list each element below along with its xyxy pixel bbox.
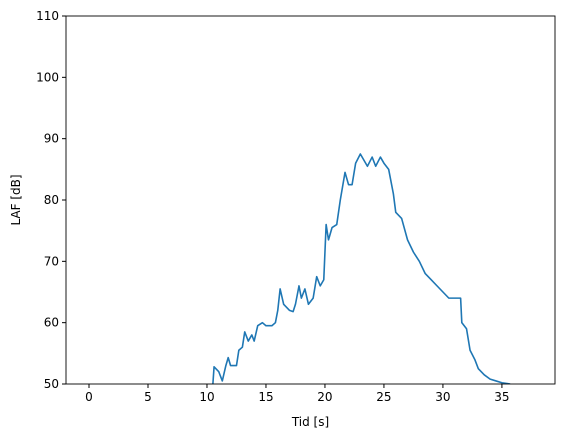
y-tick-label: 100 bbox=[36, 70, 59, 84]
x-tick-label: 5 bbox=[144, 390, 152, 404]
x-tick-label: 0 bbox=[85, 390, 93, 404]
x-axis-label: Tid [s] bbox=[291, 415, 329, 429]
plot-area bbox=[66, 16, 555, 384]
x-tick-label: 20 bbox=[317, 390, 332, 404]
axes-frame bbox=[65, 15, 556, 385]
y-tick-label: 60 bbox=[44, 316, 59, 330]
line bbox=[212, 153, 511, 384]
y-tick-label: 90 bbox=[44, 132, 59, 146]
y-tick-label: 80 bbox=[44, 193, 59, 207]
x-tick-label: 15 bbox=[258, 390, 273, 404]
y-tick-label: 70 bbox=[44, 254, 59, 268]
x-tick-label: 10 bbox=[199, 390, 214, 404]
x-tick-label: 25 bbox=[376, 390, 391, 404]
x-tick-label: 35 bbox=[494, 390, 509, 404]
x-tick-label: 30 bbox=[435, 390, 450, 404]
y-tick-label: 110 bbox=[36, 9, 59, 23]
y-tick-label: 50 bbox=[44, 377, 59, 391]
y-axis-label: LAF [dB] bbox=[9, 174, 23, 225]
